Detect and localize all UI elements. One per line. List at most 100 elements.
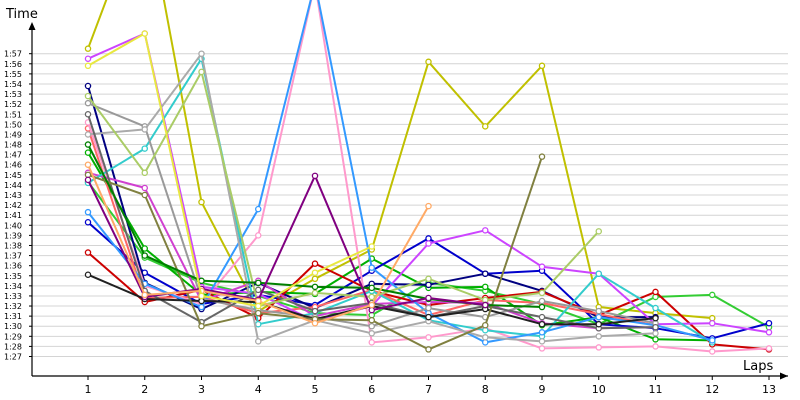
data-point — [368, 322, 375, 330]
data-point — [311, 307, 319, 315]
data-point — [481, 227, 489, 234]
x-axis-title: Laps — [743, 359, 773, 374]
y-tick-label: 1:36 — [4, 262, 22, 271]
data-point — [84, 111, 92, 118]
y-tick-label: 1:38 — [4, 241, 22, 250]
data-point — [254, 302, 262, 310]
data-point — [595, 307, 603, 315]
data-point — [141, 169, 148, 177]
y-axis-arrow — [28, 22, 36, 30]
data-point — [311, 172, 319, 180]
data-point — [652, 330, 659, 337]
y-tick-label: 1:28 — [4, 342, 22, 351]
y-tick-label: 1:50 — [4, 120, 22, 129]
data-point — [765, 319, 773, 327]
data-point — [595, 270, 603, 277]
y-tick-label: 1:39 — [4, 231, 22, 240]
data-point — [595, 320, 603, 328]
data-point — [652, 336, 659, 343]
data-point — [84, 99, 92, 107]
data-point — [141, 191, 148, 199]
data-point — [84, 92, 92, 100]
y-axis-ticks: 1:27 1:281:291:301:311:321:331:341:351:36… — [4, 50, 32, 362]
data-point — [538, 289, 546, 297]
x-tick-label: 7 — [425, 383, 432, 396]
x-tick-label: 8 — [482, 383, 489, 396]
x-tick-label: 4 — [255, 383, 262, 396]
data-point — [481, 123, 489, 130]
data-point — [425, 240, 432, 247]
data-point — [84, 249, 92, 256]
series-22 — [84, 30, 375, 310]
y-tick-label: 1:52 — [4, 100, 22, 109]
data-point — [425, 346, 432, 353]
data-point — [84, 219, 92, 226]
data-point — [425, 58, 432, 66]
data-point — [84, 62, 92, 70]
y-tick-label: 1:35 — [4, 272, 22, 281]
data-point — [538, 297, 546, 305]
data-point — [198, 198, 205, 206]
series-19 — [84, 141, 546, 311]
data-point — [141, 145, 148, 152]
series-line — [87, 70, 600, 307]
data-point — [311, 319, 319, 327]
data-point — [595, 333, 603, 340]
x-axis-ticks: 1 2 3 4 5 6 7 8 9 10 11 12 13 — [85, 376, 776, 396]
data-point — [652, 343, 659, 350]
data-point — [141, 126, 148, 133]
data-point — [141, 252, 148, 259]
data-point — [84, 176, 92, 184]
data-point — [595, 228, 603, 235]
data-point — [254, 309, 262, 317]
series-line — [87, 0, 713, 320]
data-point — [481, 321, 489, 329]
y-tick-label: 1:49 — [4, 130, 22, 139]
series-5 — [84, 82, 659, 321]
data-point — [595, 313, 603, 321]
data-point — [538, 303, 546, 311]
data-point — [652, 304, 659, 312]
y-tick-label: 1:30 — [4, 322, 22, 331]
data-point — [425, 281, 432, 289]
data-point — [84, 161, 92, 168]
data-point — [368, 330, 375, 337]
data-point — [198, 277, 205, 285]
data-point — [538, 62, 546, 70]
data-point — [652, 323, 659, 331]
data-point — [538, 263, 546, 270]
data-point — [84, 208, 92, 216]
data-point — [481, 334, 489, 341]
data-point — [425, 202, 432, 210]
y-tick-label: 1:55 — [4, 70, 22, 79]
data-point — [538, 313, 546, 321]
x-tick-label: 13 — [762, 383, 776, 396]
data-point — [368, 339, 375, 346]
data-point — [765, 345, 773, 352]
y-tick-label: 1:54 — [4, 80, 22, 89]
y-tick-label: 1:47 — [4, 151, 22, 160]
data-point — [84, 149, 92, 156]
data-point — [481, 301, 489, 309]
data-point — [368, 284, 375, 292]
data-point — [368, 293, 375, 301]
data-point — [368, 243, 375, 250]
data-point — [141, 184, 148, 192]
data-point — [311, 275, 319, 283]
axes: Time Laps — [5, 7, 788, 380]
y-tick-label: 1:33 — [4, 292, 22, 301]
series-line — [87, 152, 713, 342]
y-tick-label: 1:27 — [4, 353, 22, 362]
data-point — [84, 45, 92, 52]
data-point — [254, 320, 262, 328]
data-point — [595, 344, 603, 351]
y-tick-label: 1:32 — [4, 302, 22, 311]
y-tick-label: 1:42 — [4, 201, 22, 210]
data-point — [765, 329, 773, 336]
data-point — [254, 205, 262, 213]
data-point — [141, 30, 148, 37]
data-point — [254, 286, 262, 294]
y-tick-label: 1:48 — [4, 141, 22, 150]
y-tick-label: 1:56 — [4, 60, 22, 69]
data-point — [84, 271, 92, 278]
